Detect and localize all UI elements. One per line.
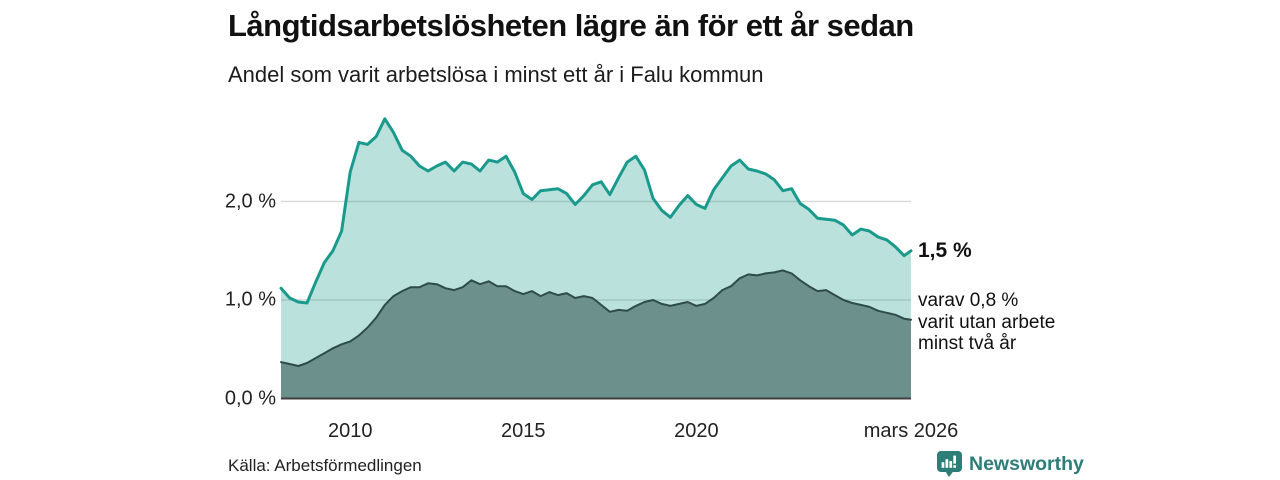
y-axis-label: 0,0 % — [224, 387, 276, 409]
annotation-line: varav 0,8 % — [918, 290, 1019, 311]
annotation-line: minst två år — [918, 333, 1017, 354]
x-axis-label: 2015 — [501, 420, 546, 442]
y-axis-label: 2,0 % — [224, 190, 276, 212]
x-axis-label: mars 2026 — [863, 420, 959, 442]
two-year-area — [281, 270, 911, 399]
x-axis-label: 2020 — [674, 420, 719, 442]
two-year-line — [280, 269, 912, 367]
series-end-value-label: 1,5 % — [918, 239, 972, 262]
newsworthy-bubble-chart-icon — [937, 451, 962, 477]
newsworthy-logo[interactable]: Newsworthy — [936, 450, 1084, 478]
source-note: Källa: Arbetsförmedlingen — [228, 456, 422, 475]
x-axis-label: 2010 — [327, 420, 373, 442]
page-subtitle: Andel som varit arbetslösa i minst ett å… — [228, 62, 764, 87]
annotation-line: varit utan arbete — [918, 311, 1056, 333]
page-title: Långtidsarbetslösheten lägre än för ett … — [228, 8, 914, 43]
brand-name: Newsworthy — [969, 453, 1084, 475]
secondary-series-annotation: varav 0,8 % varit utan arbete minst två … — [918, 290, 1055, 355]
one-year-line — [279, 117, 913, 305]
y-axis-label: 1,0 % — [224, 288, 276, 311]
